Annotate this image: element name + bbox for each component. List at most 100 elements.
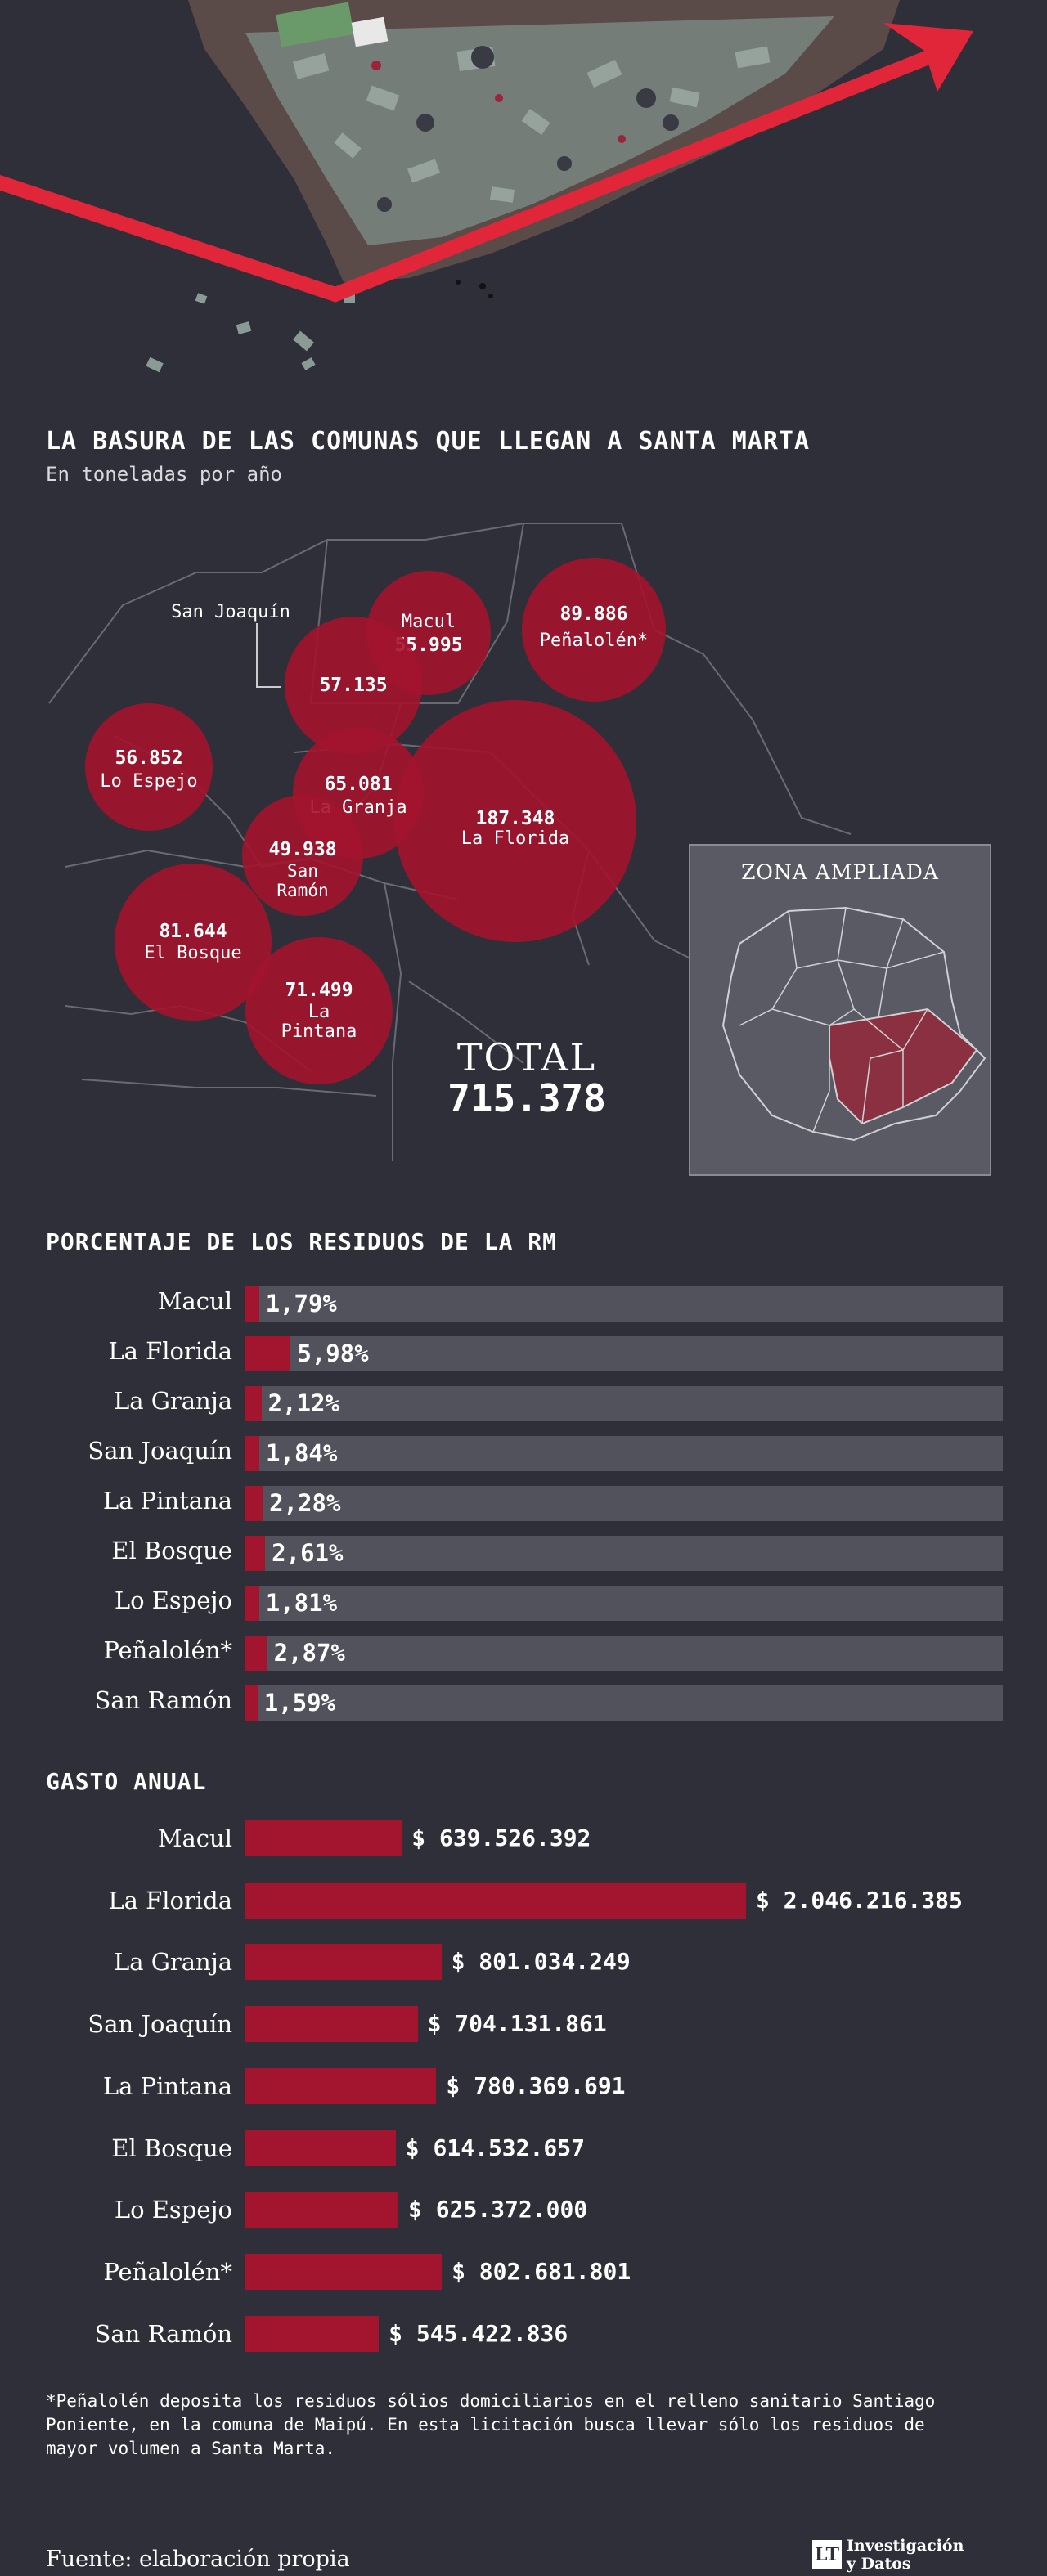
svg-text:81.644: 81.644 bbox=[159, 921, 227, 942]
spending-row-label: La Pintana bbox=[102, 2071, 232, 2100]
spending-row-la-pintana: La Pintana $ 780.369.691 bbox=[0, 2063, 1047, 2109]
percent-row-penalolen: Peñalolén* 2,87% bbox=[0, 1631, 1047, 1671]
percent-bar bbox=[245, 1386, 262, 1421]
svg-text:56.852: 56.852 bbox=[115, 747, 182, 769]
spending-bar bbox=[245, 2129, 396, 2166]
spending-bar bbox=[245, 2253, 443, 2290]
svg-text:71.499: 71.499 bbox=[285, 980, 353, 1001]
page-subtitle: En toneladas por año bbox=[46, 463, 282, 486]
spending-row-label: La Granja bbox=[113, 1948, 232, 1977]
spending-row-macul: Macul $ 639.526.392 bbox=[0, 1815, 1047, 1861]
percent-value-label: 1,79% bbox=[265, 1290, 337, 1317]
spending-bar bbox=[245, 2006, 418, 2043]
percent-track bbox=[245, 1536, 1003, 1571]
brand-line1: Investigación bbox=[847, 2537, 964, 2555]
percent-value-label: 5,98% bbox=[297, 1340, 369, 1367]
san-ramon-line2: Ramón bbox=[276, 881, 328, 900]
footnote: *Peñalolén deposita los residuos sólios … bbox=[46, 2391, 936, 2458]
spending-value-label: $ 2.046.216.385 bbox=[756, 1886, 963, 1914]
san-ramon-line1: San bbox=[287, 861, 318, 881]
spending-value-label: $ 801.034.249 bbox=[451, 1948, 631, 1976]
spending-bar bbox=[245, 1882, 746, 1919]
percent-row-la-granja: La Granja 2,12% bbox=[0, 1382, 1047, 1421]
percent-value-label: 2,12% bbox=[267, 1389, 339, 1417]
bubble-penalolen: 89.886 Peñalolén* bbox=[522, 558, 666, 702]
san-joaquin-callout: San Joaquín bbox=[171, 602, 290, 622]
spending-value-label: $ 545.422.836 bbox=[389, 2319, 568, 2347]
spending-row-label: San Joaquín bbox=[88, 2010, 232, 2039]
percent-row-la-florida: La Florida 5,98% bbox=[0, 1332, 1047, 1371]
percent-row-label: La Florida bbox=[108, 1337, 232, 1365]
spending-bar bbox=[245, 2192, 399, 2228]
percent-value-label: 2,87% bbox=[273, 1639, 345, 1667]
percent-value-label: 2,28% bbox=[269, 1489, 341, 1517]
comunas-map: Macul 55.995 89.886 Peñalolén* 57.135 56… bbox=[48, 523, 852, 1161]
spending-value-label: $ 780.369.691 bbox=[446, 2071, 626, 2099]
total-label: TOTAL bbox=[456, 1035, 597, 1079]
spending-value-label: $ 614.532.657 bbox=[405, 2134, 585, 2161]
spending-row-label: San Ramón bbox=[94, 2319, 232, 2348]
percent-row-label: La Pintana bbox=[102, 1487, 232, 1515]
percent-row-lo-espejo: Lo Espejo 1,81% bbox=[0, 1582, 1047, 1621]
svg-text:187.348: 187.348 bbox=[476, 808, 555, 829]
svg-text:Peñalolén*: Peñalolén* bbox=[540, 631, 648, 651]
percent-bar bbox=[245, 1636, 267, 1671]
spending-value-label: $ 639.526.392 bbox=[411, 1824, 591, 1851]
percent-row-san-joaquin: San Joaquín 1,84% bbox=[0, 1432, 1047, 1471]
spending-row-san-joaquin: San Joaquín $ 704.131.861 bbox=[0, 2001, 1047, 2047]
inset-map-shape bbox=[721, 906, 986, 1142]
percent-value-label: 1,81% bbox=[265, 1589, 338, 1617]
percent-track bbox=[245, 1685, 1003, 1721]
percent-bar bbox=[245, 1685, 258, 1721]
svg-text:El Bosque: El Bosque bbox=[144, 943, 241, 963]
percent-row-label: El Bosque bbox=[111, 1537, 232, 1564]
spending-row-la-florida: La Florida $ 2.046.216.385 bbox=[0, 1878, 1047, 1923]
inset-title: ZONA AMPLIADA bbox=[741, 860, 939, 884]
spending-value-label: $ 802.681.801 bbox=[452, 2257, 631, 2285]
svg-text:89.886: 89.886 bbox=[559, 604, 627, 625]
percent-chart-title: PORCENTAJE DE LOS RESIDUOS DE LA RM bbox=[46, 1228, 558, 1255]
spending-row-el-bosque: El Bosque $ 614.532.657 bbox=[0, 2125, 1047, 2171]
spending-bar bbox=[245, 1820, 402, 1856]
spending-row-label: Macul bbox=[157, 1824, 232, 1852]
svg-text:49.938: 49.938 bbox=[268, 839, 336, 860]
bubble-el-bosque: 81.644 El Bosque bbox=[115, 864, 272, 1021]
spending-row-label: Peñalolén* bbox=[103, 2257, 232, 2286]
spending-value-label: $ 704.131.861 bbox=[427, 2010, 607, 2038]
brand-text: Investigación y Datos bbox=[847, 2537, 1010, 2573]
percent-bar bbox=[245, 1586, 259, 1621]
spending-chart-title: GASTO ANUAL bbox=[46, 1768, 207, 1795]
spending-row-penalolen: Peñalolén* $ 802.681.801 bbox=[0, 2249, 1047, 2295]
spending-row-label: El Bosque bbox=[111, 2134, 232, 2162]
bubble-san-ramon: 49.938 San Ramón bbox=[242, 795, 363, 916]
bubble-san-joaquin: 57.135 bbox=[285, 617, 422, 754]
percent-value-label: 2,61% bbox=[272, 1539, 344, 1567]
percent-value-label: 1,59% bbox=[263, 1689, 336, 1717]
page-title: LA BASURA DE LAS COMUNAS QUE LLEGAN A SA… bbox=[46, 427, 811, 456]
spending-row-san-ramon: San Ramón $ 545.422.836 bbox=[0, 2311, 1047, 2357]
percent-bar bbox=[245, 1486, 263, 1521]
percent-track bbox=[245, 1586, 1003, 1621]
brand-line2: y Datos bbox=[847, 2555, 911, 2573]
spending-bar bbox=[245, 2315, 380, 2352]
percent-row-san-ramon: San Ramón 1,59% bbox=[0, 1681, 1047, 1721]
percent-value-label: 1,84% bbox=[266, 1439, 338, 1467]
bubble-lo-espejo: 56.852 Lo Espejo bbox=[85, 703, 213, 831]
spending-row-lo-espejo: Lo Espejo $ 625.372.000 bbox=[0, 2187, 1047, 2233]
total-value: 715.378 bbox=[447, 1076, 606, 1120]
source-text: Fuente: elaboración propia bbox=[46, 2547, 350, 2572]
percent-track bbox=[245, 1386, 1003, 1421]
percent-track bbox=[245, 1636, 1003, 1671]
percent-bar bbox=[245, 1286, 259, 1322]
percent-row-el-bosque: El Bosque 2,61% bbox=[0, 1532, 1047, 1571]
spending-row-label: La Florida bbox=[108, 1886, 232, 1914]
percent-row-label: Lo Espejo bbox=[114, 1586, 232, 1614]
spending-bar bbox=[245, 2067, 437, 2104]
percent-track bbox=[245, 1286, 1003, 1322]
spending-bar bbox=[245, 1944, 442, 1981]
spending-row-label: Lo Espejo bbox=[114, 2196, 232, 2224]
bubble-la-pintana: 71.499 La Pintana bbox=[245, 937, 393, 1084]
la-pintana-line1: La bbox=[308, 1002, 330, 1022]
brand-logo: LT bbox=[812, 2540, 842, 2569]
percent-bar bbox=[245, 1336, 291, 1371]
